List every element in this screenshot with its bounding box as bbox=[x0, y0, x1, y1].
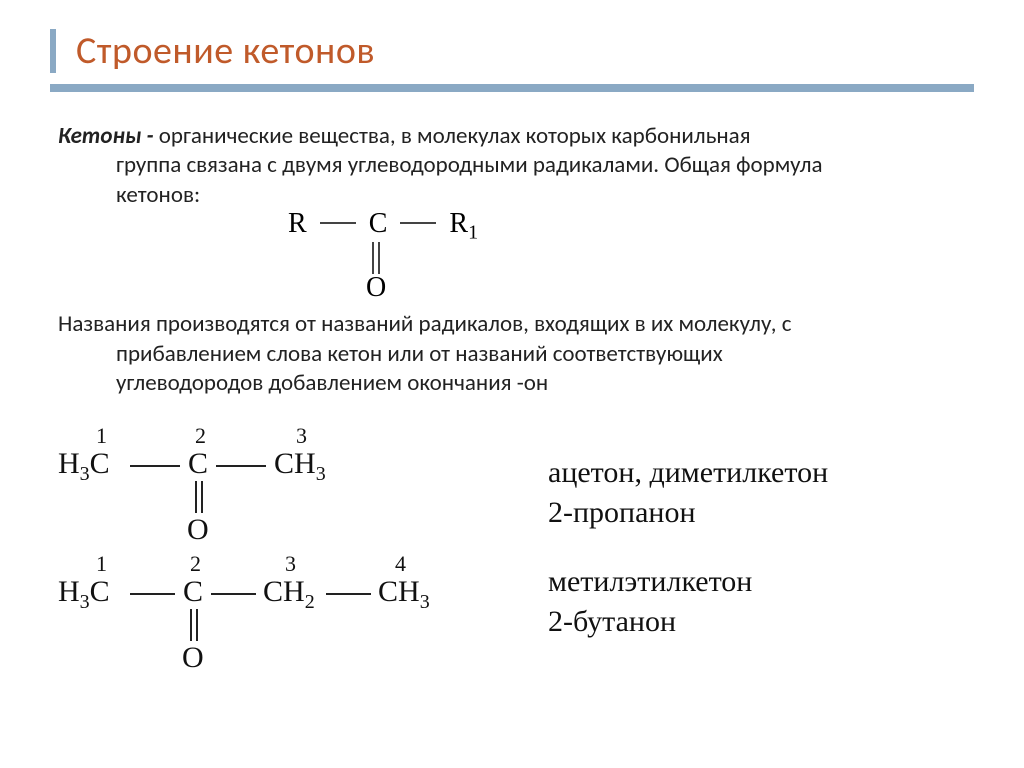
atom-O: O bbox=[182, 641, 204, 675]
atom-group-CH3: CH3 bbox=[378, 575, 430, 614]
atom-CH: CH bbox=[378, 575, 420, 608]
atom-C: C bbox=[90, 447, 110, 480]
title-row: Строение кетонов bbox=[50, 28, 974, 74]
bond-icon bbox=[216, 465, 266, 467]
formula-O: O bbox=[366, 272, 386, 304]
slide-body: Кетоны - органические вещества, в молеку… bbox=[50, 122, 974, 679]
para2-line3: углеводородов добавлением окончания -он bbox=[58, 369, 966, 398]
atom-sub-3: 3 bbox=[80, 463, 90, 485]
formula-R: R bbox=[288, 208, 307, 239]
atom-CH: CH bbox=[263, 575, 305, 608]
name-mek-l1: метилэтилкетон bbox=[548, 562, 828, 603]
atom-sub-3: 3 bbox=[316, 463, 326, 485]
carbon-number-2: 2 bbox=[195, 423, 206, 449]
para1-line2: группа связана с двумя углеводородными р… bbox=[58, 151, 966, 180]
atom-C: C bbox=[90, 575, 110, 608]
examples-row: 1 2 3 H3C C CH3 O 1 bbox=[58, 423, 966, 679]
carbon-number-3: 3 bbox=[285, 551, 296, 577]
molecule-mek: 1 2 3 4 H3C C CH2 CH3 bbox=[58, 551, 488, 679]
para2-line1: Названия производятся от названий радика… bbox=[58, 310, 791, 338]
slide: Строение кетонов Кетоны - органические в… bbox=[0, 0, 1024, 768]
atom-H: H bbox=[58, 575, 80, 608]
formula-C: C bbox=[369, 208, 388, 239]
naming-paragraph: Названия производятся от названий радика… bbox=[58, 310, 966, 398]
atom-group-CH3: CH3 bbox=[274, 447, 326, 486]
bond-icon bbox=[326, 593, 371, 595]
bond-icon bbox=[320, 222, 356, 224]
formula-R1-sub: 1 bbox=[468, 222, 478, 244]
formula-R1: R bbox=[449, 208, 468, 239]
atom-H: H bbox=[58, 447, 80, 480]
atom-group-CH3: H3C bbox=[58, 447, 110, 486]
carbon-number-1: 1 bbox=[96, 551, 107, 577]
atom-sub-3: 3 bbox=[80, 591, 90, 613]
term-ketones: Кетоны - bbox=[58, 122, 159, 150]
para2-line2: прибавлением слова кетон или от названий… bbox=[58, 340, 966, 369]
general-formula: R C R1 O bbox=[288, 208, 966, 308]
atom-C: C bbox=[188, 447, 208, 481]
molecule-acetone: 1 2 3 H3C C CH3 O bbox=[58, 423, 488, 551]
names-column: ацетон, диметилкетон 2-пропанон метилэти… bbox=[548, 423, 828, 679]
atom-O: O bbox=[187, 513, 209, 547]
bond-icon bbox=[130, 593, 175, 595]
bond-icon bbox=[130, 465, 180, 467]
formula-top-row: R C R1 bbox=[288, 208, 478, 245]
name-acetone-l2: 2-пропанон bbox=[548, 493, 828, 534]
para1-line3: кетонов: bbox=[58, 181, 966, 210]
carbon-number-1: 1 bbox=[96, 423, 107, 449]
atom-C: C bbox=[183, 575, 203, 609]
name-acetone-l1: ацетон, диметилкетон bbox=[548, 453, 828, 494]
title-accent-bar bbox=[50, 29, 56, 73]
atom-sub-3: 3 bbox=[420, 591, 430, 613]
carbon-number-2: 2 bbox=[190, 551, 201, 577]
title-underline bbox=[50, 84, 974, 92]
name-block-acetone: ацетон, диметилкетон 2-пропанон bbox=[548, 453, 828, 534]
atom-sub-2: 2 bbox=[305, 591, 315, 613]
atom-group-CH3: H3C bbox=[58, 575, 110, 614]
name-block-mek: метилэтилкетон 2-бутанон bbox=[548, 562, 828, 643]
bond-icon bbox=[400, 222, 436, 224]
molecules-column: 1 2 3 H3C C CH3 O 1 bbox=[58, 423, 488, 679]
carbon-number-3: 3 bbox=[296, 423, 307, 449]
slide-title: Строение кетонов bbox=[76, 28, 375, 74]
bond-icon bbox=[211, 593, 256, 595]
atom-CH: CH bbox=[274, 447, 316, 480]
definition-paragraph: Кетоны - органические вещества, в молеку… bbox=[58, 122, 966, 210]
para1-line1: органические вещества, в молекулах котор… bbox=[159, 122, 751, 150]
name-mek-l2: 2-бутанон bbox=[548, 602, 828, 643]
carbon-number-4: 4 bbox=[395, 551, 406, 577]
atom-group-CH2: CH2 bbox=[263, 575, 315, 614]
